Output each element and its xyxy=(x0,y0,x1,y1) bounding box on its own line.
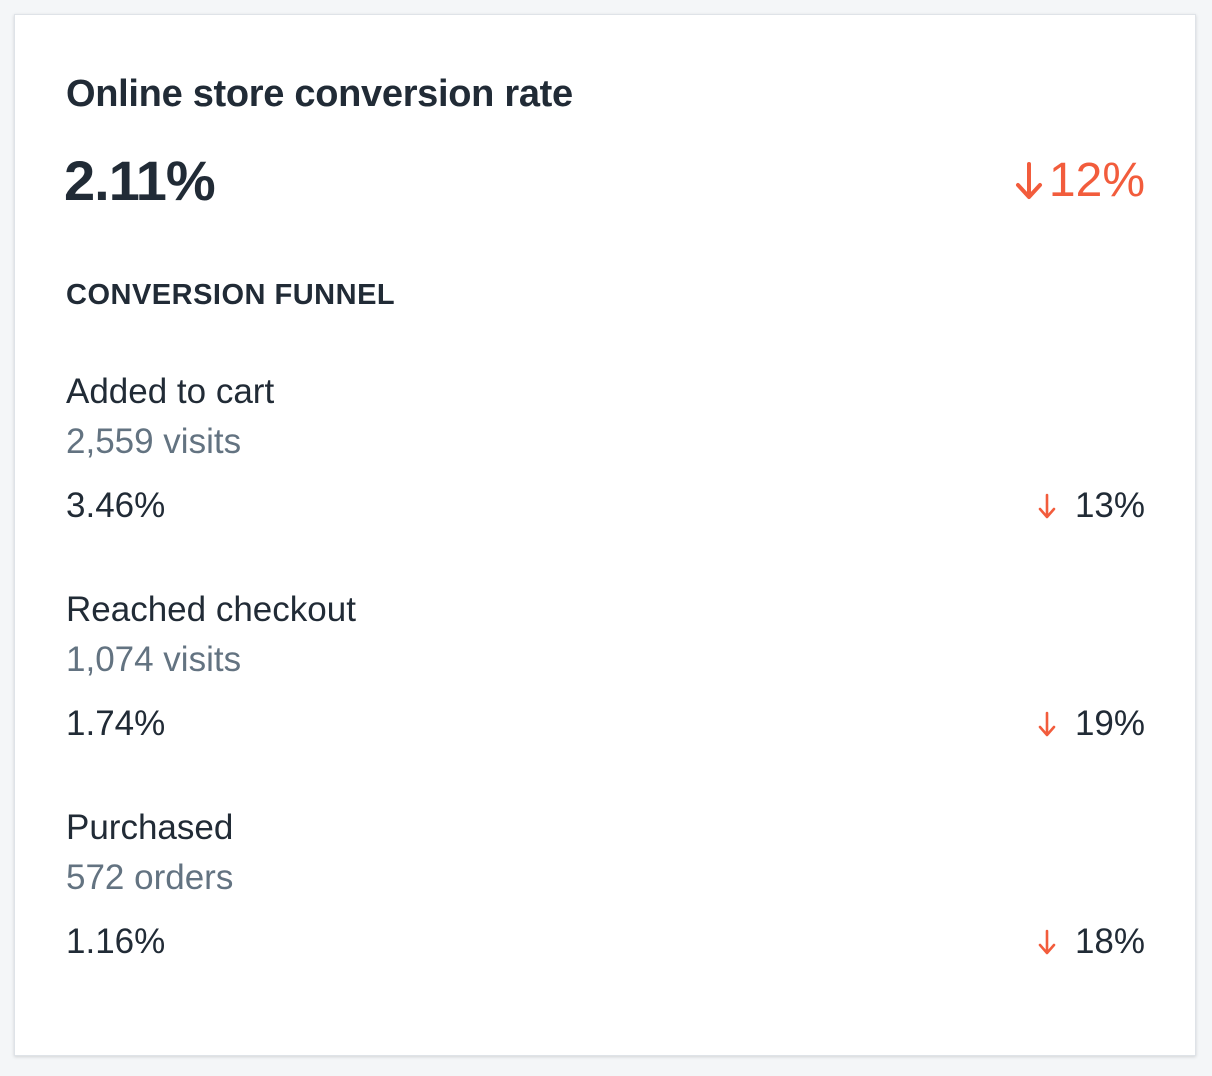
funnel-step-change: 18% xyxy=(1037,920,1145,964)
arrow-down-icon xyxy=(1037,711,1075,737)
funnel-step-change: 13% xyxy=(1037,484,1145,528)
funnel-step-count: 572 orders xyxy=(66,858,234,897)
funnel-step-rate: 1.74% xyxy=(66,704,166,743)
funnel-step-change-value: 13% xyxy=(1074,486,1145,525)
funnel-step-change-value: 18% xyxy=(1074,922,1145,961)
funnel-step-change: 19% xyxy=(1037,702,1145,746)
funnel-step-purchased: Purchased 572 orders 1.16% 18% xyxy=(66,806,1145,976)
funnel-step-label: Added to cart xyxy=(66,372,275,411)
conversion-rate-card: Online store conversion rate 2.11% 12% C… xyxy=(14,14,1196,1056)
conversion-rate-change: 12% xyxy=(1015,149,1145,213)
funnel-step-count: 1,074 visits xyxy=(66,640,242,679)
funnel-step-added-to-cart: Added to cart 2,559 visits 3.46% 13% xyxy=(66,370,1145,540)
funnel-step-reached-checkout: Reached checkout 1,074 visits 1.74% 19% xyxy=(66,588,1145,758)
funnel-step-rate: 3.46% xyxy=(66,486,166,525)
funnel-step-change-value: 19% xyxy=(1074,704,1145,743)
funnel-heading: CONVERSION FUNNEL xyxy=(66,279,396,311)
arrow-down-icon xyxy=(1015,161,1049,201)
funnel-step-label: Purchased xyxy=(66,808,234,847)
arrow-down-icon xyxy=(1037,493,1075,519)
card-title: Online store conversion rate xyxy=(66,73,573,115)
conversion-rate-value: 2.11% xyxy=(64,149,216,212)
conversion-rate-change-value: 12% xyxy=(1048,154,1145,207)
funnel-step-rate: 1.16% xyxy=(66,922,166,961)
funnel-step-count: 2,559 visits xyxy=(66,422,242,461)
funnel-step-label: Reached checkout xyxy=(66,590,356,629)
arrow-down-icon xyxy=(1037,929,1075,955)
